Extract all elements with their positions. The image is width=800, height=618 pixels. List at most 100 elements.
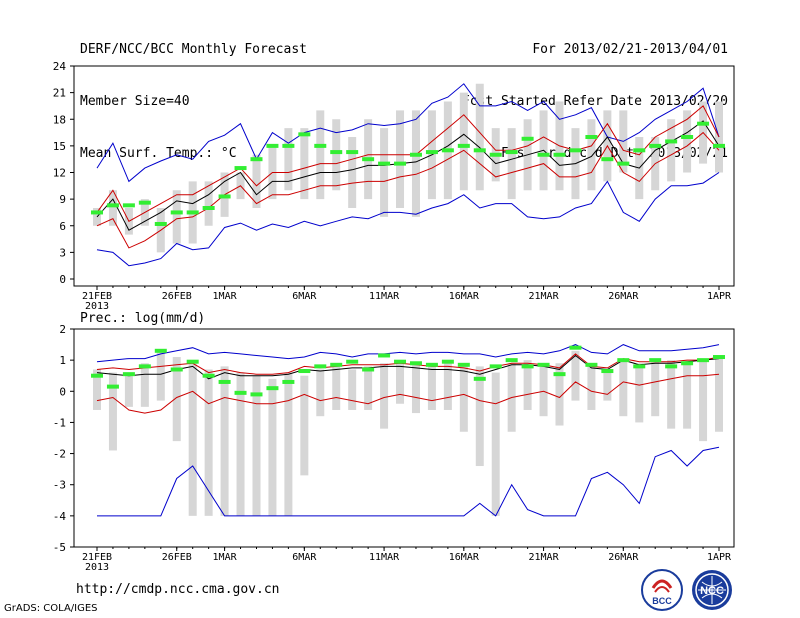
median-marker (473, 376, 486, 381)
median-marker (521, 364, 534, 369)
spread-box (348, 369, 357, 410)
y-tick-label: 21 (53, 87, 66, 100)
median-marker (409, 152, 422, 157)
spread-box (555, 363, 564, 426)
y-tick-label: -1 (53, 416, 66, 429)
upper-bound-line (96, 353, 720, 375)
spread-box (683, 110, 692, 173)
member-size-label: Member Size=40 (80, 94, 190, 109)
spread-box (284, 372, 293, 516)
spread-box (443, 363, 452, 410)
median-marker (91, 373, 103, 378)
median-marker (521, 136, 534, 141)
spread-box (380, 128, 389, 217)
median-marker (266, 143, 279, 148)
spread-box (523, 360, 532, 410)
spread-box (364, 366, 373, 410)
x-tick-label: 11MAR (369, 291, 400, 302)
median-marker (186, 359, 199, 364)
spread-box (124, 375, 133, 407)
median-marker (138, 200, 151, 205)
median-marker (346, 359, 359, 364)
spread-box (332, 119, 341, 191)
spread-box (587, 366, 596, 410)
median-marker (601, 369, 614, 374)
y-tick-label: -4 (53, 510, 67, 523)
median-marker (250, 392, 263, 397)
y-tick-label: 0 (59, 273, 66, 286)
spread-box (236, 372, 245, 516)
median-marker (713, 143, 725, 148)
spread-box (220, 366, 229, 516)
median-marker (617, 358, 630, 363)
median-marker (553, 152, 566, 157)
median-marker (569, 148, 582, 153)
spread-box (667, 119, 676, 182)
spread-box (715, 357, 723, 432)
median-marker (138, 364, 151, 369)
median-marker (298, 132, 311, 137)
median-marker (665, 139, 678, 144)
spread-box (140, 363, 149, 407)
spread-box (475, 83, 484, 191)
median-marker (457, 362, 470, 367)
median-marker (186, 210, 199, 215)
median-marker (378, 161, 391, 166)
spread-box (667, 360, 676, 429)
median-marker (106, 384, 119, 389)
median-marker (362, 367, 375, 372)
y-tick-label: -3 (53, 479, 66, 492)
spread-box (459, 92, 468, 191)
spread-box (571, 350, 580, 401)
spread-box (252, 375, 261, 516)
median-marker (202, 373, 215, 378)
x-tick-year-label: 2013 (85, 562, 109, 573)
lower-bound-line (96, 131, 720, 249)
median-marker (441, 359, 454, 364)
median-marker (489, 364, 502, 369)
spread-box (348, 137, 357, 208)
y-tick-label: 2 (59, 323, 66, 336)
bcc-logo-text: BCC (652, 596, 672, 606)
spread-box (491, 372, 500, 516)
median-marker (537, 362, 550, 367)
spread-box (411, 363, 420, 414)
y-tick-label: -5 (53, 541, 66, 554)
median-marker (218, 379, 231, 384)
ensemble-max-line (96, 83, 720, 183)
median-marker (633, 148, 646, 153)
spread-box (507, 128, 516, 200)
spread-box (172, 357, 181, 442)
median-marker (537, 152, 550, 157)
y-tick-label: 1 (59, 354, 66, 367)
median-marker (505, 150, 518, 155)
spread-box (651, 360, 660, 417)
median-marker (665, 364, 678, 369)
spread-box (635, 363, 644, 423)
y-tick-label: 9 (59, 193, 66, 206)
plot-frame (73, 65, 735, 287)
median-marker (425, 362, 438, 367)
spread-box (396, 360, 405, 404)
spread-box (380, 363, 389, 429)
median-marker (585, 362, 598, 367)
ensemble-min-line (96, 172, 720, 267)
y-tick-label: -2 (53, 448, 66, 461)
spread-box (156, 350, 165, 401)
median-marker (489, 152, 502, 157)
median-marker (330, 362, 343, 367)
median-marker (362, 157, 375, 162)
x-tick-label: 21MAR (529, 291, 560, 302)
x-tick-label: 26MAR (608, 291, 639, 302)
bcc-logo: BCC (641, 569, 683, 611)
forecast-period: For 2013/02/21-2013/04/01 (532, 42, 728, 57)
median-marker (298, 369, 311, 374)
median-marker (697, 121, 710, 126)
spread-box (108, 372, 117, 451)
upper-bound-line (96, 105, 720, 222)
median-marker (154, 348, 167, 353)
spread-box (332, 366, 341, 410)
median-marker (681, 135, 694, 139)
